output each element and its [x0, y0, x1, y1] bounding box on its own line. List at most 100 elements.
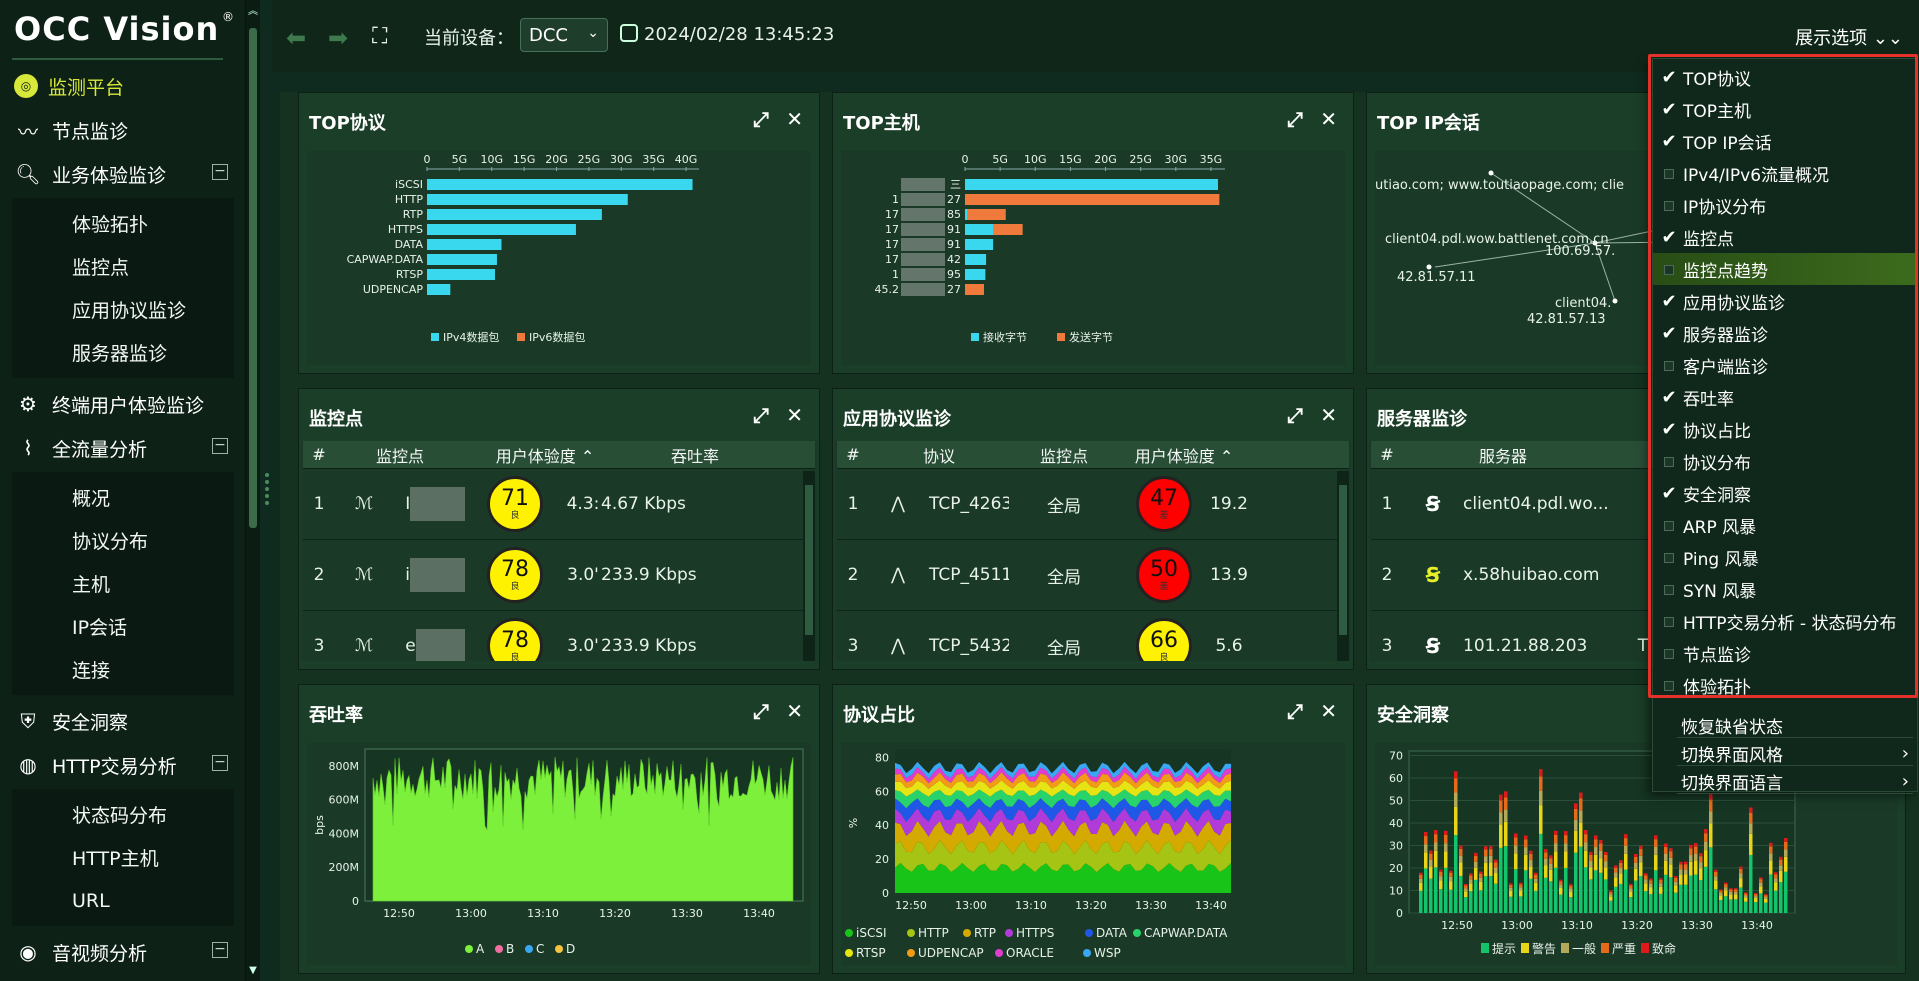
bar[interactable] [1634, 880, 1638, 913]
bar[interactable] [1674, 885, 1678, 893]
bar[interactable] [1454, 792, 1458, 807]
forward-arrow-icon[interactable]: ➡ [328, 24, 349, 52]
bar[interactable] [1594, 835, 1598, 840]
checkbox-icon[interactable] [1655, 163, 1683, 184]
bar[interactable] [1769, 842, 1773, 847]
bar[interactable] [1704, 829, 1708, 834]
bar[interactable] [1469, 879, 1473, 884]
checkbox-icon[interactable] [1655, 579, 1683, 600]
bar[interactable] [1559, 879, 1563, 882]
sidebar-item[interactable]: 🔍︎ 业务体验监诊 − [0, 152, 246, 196]
bar[interactable] [1524, 870, 1528, 913]
checkmark-icon[interactable]: ✔ [1661, 290, 1677, 312]
bar[interactable] [1579, 810, 1583, 823]
bar[interactable] [1754, 902, 1758, 913]
bar[interactable] [427, 224, 576, 235]
bar[interactable] [1694, 853, 1698, 861]
menu-item-option[interactable]: IPv4/IPv6流量概况 [1653, 157, 1917, 189]
bar[interactable] [1734, 899, 1738, 913]
checkbox-icon[interactable] [1655, 547, 1683, 568]
bar[interactable] [1579, 798, 1583, 811]
bar[interactable] [1669, 857, 1673, 865]
bar[interactable] [1664, 860, 1668, 875]
sidebar-item[interactable]: ⌇ 全流量分析 − [0, 426, 246, 470]
bar[interactable] [1439, 869, 1443, 872]
bar[interactable] [1684, 861, 1688, 865]
bar[interactable] [1749, 833, 1753, 855]
bar[interactable] [1694, 860, 1698, 875]
bar[interactable] [1724, 890, 1728, 897]
bar[interactable] [1764, 898, 1768, 903]
bar[interactable] [1629, 897, 1633, 913]
bar[interactable] [1529, 878, 1533, 913]
bar[interactable] [1509, 890, 1513, 897]
bar[interactable] [1419, 878, 1423, 883]
bar[interactable] [1719, 892, 1723, 896]
bar[interactable] [1764, 895, 1768, 898]
bar[interactable] [1739, 873, 1743, 879]
session-node[interactable] [1612, 298, 1618, 304]
bar[interactable] [1439, 889, 1443, 913]
area-rtsp[interactable] [895, 780, 1231, 797]
bar[interactable] [1429, 850, 1433, 854]
bar[interactable] [1539, 776, 1543, 791]
bar[interactable] [1624, 834, 1628, 839]
menu-item-option[interactable]: ✔ 吞吐率 [1653, 381, 1917, 413]
bar[interactable] [1699, 853, 1703, 857]
session-node[interactable] [1592, 240, 1598, 246]
bar[interactable] [427, 239, 502, 250]
bar[interactable] [1639, 855, 1643, 863]
bar[interactable] [1519, 890, 1523, 897]
bar[interactable] [1564, 835, 1568, 844]
bar[interactable] [1514, 837, 1518, 846]
close-icon[interactable]: ✕ [1320, 107, 1337, 131]
column-header[interactable]: # [312, 445, 326, 464]
bar[interactable] [1424, 852, 1428, 869]
bar[interactable] [1589, 854, 1593, 862]
menu-item-option[interactable]: ✔ TOP IP会话 [1653, 125, 1917, 157]
checkmark-icon[interactable]: ✔ [1661, 98, 1677, 120]
collapse-toggle-icon[interactable]: − [212, 438, 228, 454]
bar[interactable] [1629, 885, 1633, 889]
bar[interactable] [965, 224, 994, 235]
bar[interactable] [1604, 854, 1608, 862]
expand-icon[interactable]: ⤢ [1287, 699, 1303, 723]
menu-item-option[interactable]: ✔ 服务器监诊 [1653, 317, 1917, 349]
checkmark-icon[interactable]: ✔ [1661, 66, 1677, 88]
bar[interactable] [1509, 884, 1513, 888]
checkbox-icon[interactable] [1655, 355, 1683, 376]
bar[interactable] [1494, 859, 1498, 863]
bar[interactable] [1689, 855, 1693, 862]
bar[interactable] [965, 254, 987, 265]
bar[interactable] [1704, 866, 1708, 913]
subnav-item[interactable]: HTTP主机 [72, 848, 159, 870]
bar[interactable] [1634, 856, 1638, 863]
area-udpencap[interactable] [895, 772, 1231, 789]
bar[interactable] [1744, 895, 1748, 898]
bar[interactable] [1499, 800, 1503, 813]
bar[interactable] [1454, 778, 1458, 793]
bar[interactable] [1679, 869, 1683, 875]
bar[interactable] [1639, 849, 1643, 856]
bar[interactable] [1479, 881, 1483, 891]
table-row[interactable]: 2 ⋀ TCP_45110 全局 50差 13.9 [837, 540, 1349, 611]
bar[interactable] [1539, 805, 1543, 834]
sidebar-item[interactable]: ◉ 音视频分析 − [0, 930, 246, 974]
bar[interactable] [427, 269, 495, 280]
bar[interactable] [1779, 870, 1783, 883]
bar[interactable] [1769, 874, 1773, 913]
bar[interactable] [993, 224, 1023, 235]
close-icon[interactable]: ✕ [1320, 699, 1337, 723]
bar[interactable] [1599, 858, 1603, 873]
bar[interactable] [1584, 867, 1588, 913]
bar[interactable] [1674, 892, 1678, 913]
menu-item-option[interactable]: HTTP交易分析 - 状态码分布 [1653, 605, 1917, 637]
bar[interactable] [1449, 872, 1453, 877]
bar[interactable] [427, 194, 628, 205]
bar[interactable] [1699, 862, 1703, 869]
subnav-item[interactable]: 概况 [72, 488, 111, 510]
bar[interactable] [1729, 899, 1733, 913]
checkmark-icon[interactable]: ✔ [1661, 386, 1677, 408]
